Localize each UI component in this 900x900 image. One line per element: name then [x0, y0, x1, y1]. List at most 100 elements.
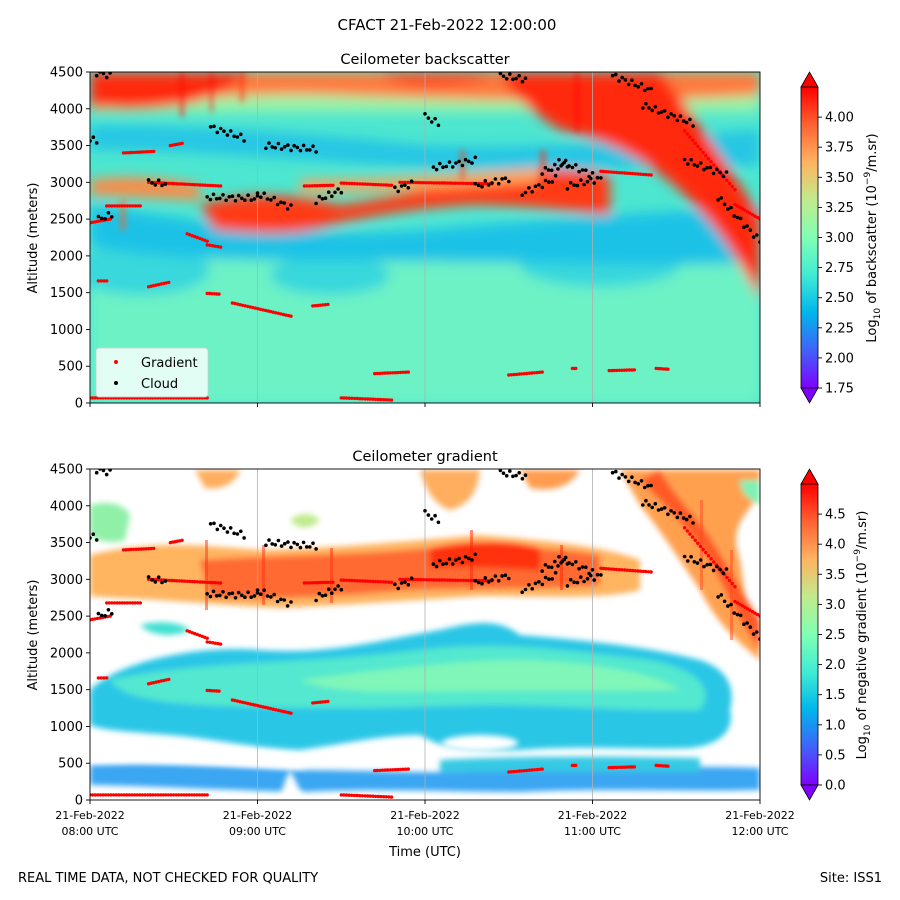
gradient-marker [164, 793, 168, 797]
gradient-marker [379, 794, 383, 799]
cloud-marker [463, 554, 468, 559]
cloud-marker [623, 475, 628, 479]
cloud-marker [719, 593, 724, 597]
gradient-marker [289, 314, 293, 318]
gradient-marker [469, 578, 473, 583]
cloud-marker [649, 483, 653, 488]
gradient-marker [517, 769, 521, 773]
gradient-marker [381, 795, 386, 799]
gradient-marker [102, 279, 106, 283]
gradient-marker [217, 689, 221, 693]
x-tick-label-date: 21-Feb-2022 [223, 809, 292, 822]
gradient-marker [279, 709, 283, 713]
cloud-marker [314, 150, 318, 154]
cloud-marker [504, 474, 509, 478]
gradient-marker [184, 793, 189, 797]
y-tick-label: 3000 [50, 573, 83, 588]
gradient-marker [268, 706, 273, 711]
cloud-marker [212, 124, 216, 129]
gradient-marker [535, 767, 539, 772]
gradient-marker [381, 183, 386, 187]
gradient-marker [519, 769, 524, 773]
gradient-marker [331, 183, 335, 187]
gradient-marker [630, 171, 635, 176]
gradient-marker [310, 581, 314, 585]
cloud-marker [698, 161, 703, 165]
cloud-marker [252, 197, 257, 201]
cloud-marker [285, 604, 290, 608]
gradient-marker [238, 303, 242, 307]
gradient-marker [701, 547, 705, 552]
gradient-ylabel: Altitude (meters) [26, 580, 41, 691]
gradient-marker [440, 578, 444, 582]
cloud-marker [662, 109, 667, 113]
gradient-marker [305, 581, 309, 585]
cloud-marker [584, 565, 588, 569]
cloud-marker [106, 211, 111, 215]
gradient-marker [279, 312, 283, 316]
gradient-marker [641, 172, 645, 177]
gradient-marker [712, 560, 716, 564]
cloud-marker [225, 530, 230, 534]
y-tick-label: 4500 [50, 463, 83, 478]
gradient-marker [205, 291, 209, 296]
cloud-marker [227, 592, 231, 596]
cloud-marker [498, 469, 503, 473]
cloud-marker [233, 596, 238, 600]
gradient-marker [218, 581, 223, 585]
gradient-marker [615, 368, 619, 373]
gradient-marker [379, 397, 383, 402]
cloud-marker [239, 529, 243, 534]
gradient-marker [352, 793, 357, 798]
gradient-marker [740, 207, 745, 211]
gradient-marker [208, 183, 213, 188]
gradient-marker [124, 548, 128, 552]
cloud-marker [163, 579, 168, 583]
gradient-marker [130, 793, 134, 797]
gradient-marker [107, 204, 112, 208]
y-tick-label: 2000 [50, 646, 83, 661]
gradient-marker [538, 767, 542, 771]
gradient-marker [387, 183, 391, 187]
gradient-marker [620, 568, 624, 572]
cloud-marker [339, 190, 344, 195]
cloud-marker [230, 194, 235, 198]
gradient-marker [129, 547, 133, 552]
gradient-marker [122, 793, 126, 797]
gradient-marker [352, 181, 357, 186]
cloud-marker [617, 476, 621, 480]
gradient-marker [612, 567, 616, 571]
gradient-marker [381, 398, 386, 402]
cloud-marker [614, 72, 618, 77]
gradient-marker [482, 579, 486, 583]
gradient-marker [448, 181, 452, 185]
cloud-marker [722, 599, 727, 604]
gradient-marker [638, 569, 643, 573]
gradient-marker [387, 398, 391, 402]
gradient-marker [733, 188, 737, 192]
gradient-marker [352, 578, 357, 583]
gradient-marker [139, 547, 143, 551]
colorbar-tick-label: 3.50 [825, 171, 854, 186]
cloud-marker [243, 595, 247, 599]
gradient-marker [172, 578, 176, 583]
cloud-marker [211, 589, 216, 594]
cloud-marker [236, 193, 241, 198]
gradient-marker [167, 578, 171, 583]
gradient-marker [133, 204, 137, 208]
cloud-marker [550, 180, 555, 184]
gradient-marker [612, 765, 616, 770]
cloud-marker [282, 541, 287, 546]
cloud-marker [444, 164, 449, 169]
cloud-marker [393, 185, 397, 189]
gradient-marker [177, 182, 182, 186]
gradient-marker [396, 767, 400, 772]
cloud-marker [568, 180, 573, 185]
gradient-marker [203, 183, 207, 187]
gradient-marker [128, 204, 132, 208]
gradient-marker [140, 793, 145, 797]
cloud-marker [467, 159, 471, 164]
gradient-marker [601, 566, 606, 571]
cloud-marker [527, 186, 531, 190]
cloud-marker [304, 545, 309, 549]
